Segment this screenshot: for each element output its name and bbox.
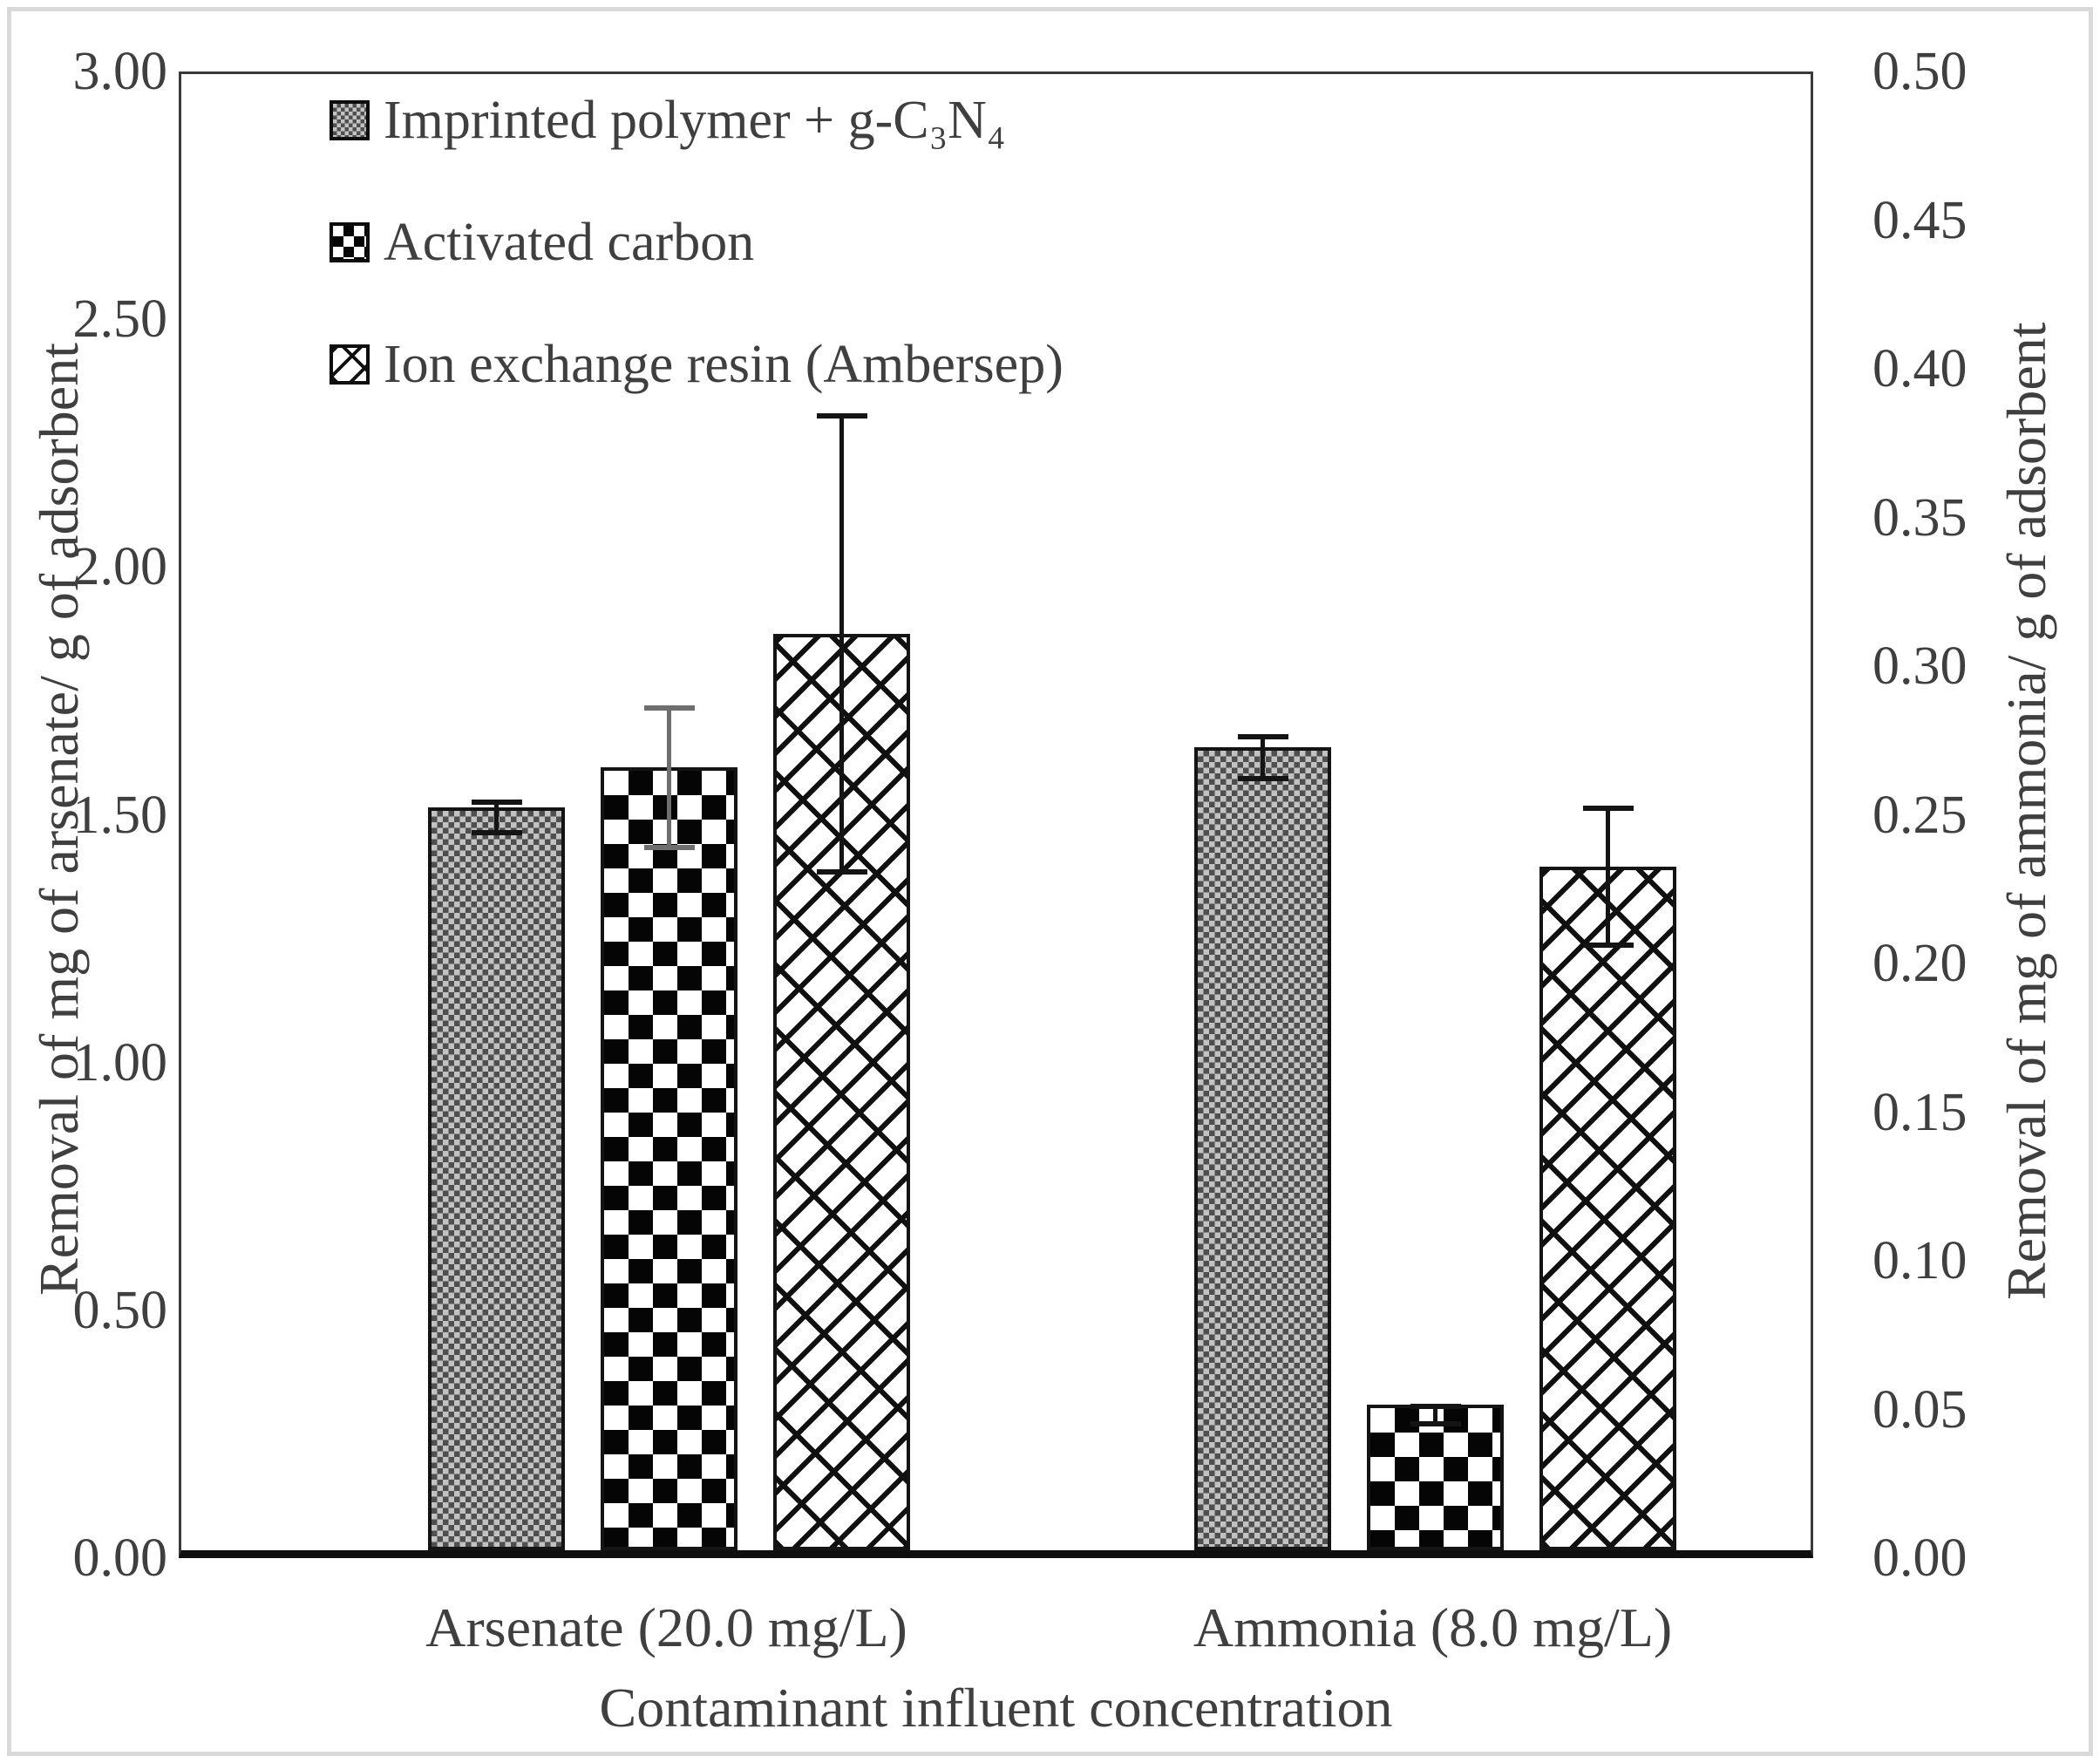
left-y-tick-label: 1.00: [72, 1032, 168, 1093]
error-bar-line: [667, 708, 671, 847]
right-y-tick-label: 0.00: [1872, 1528, 1967, 1588]
error-bar-line: [1433, 1406, 1437, 1425]
right-y-tick-label: 0.45: [1872, 190, 1967, 250]
error-bar-cap-bottom: [1237, 776, 1288, 782]
error-bar-cap-top: [1582, 806, 1634, 812]
checker-pattern-swatch-icon: [330, 222, 370, 262]
error-bar-cap-bottom: [1582, 943, 1634, 949]
left-y-tick-label: 0.50: [72, 1280, 168, 1340]
right-y-tick-label: 0.25: [1872, 785, 1967, 845]
right-y-tick-label: 0.35: [1872, 487, 1967, 548]
error-bar-line: [1606, 808, 1610, 946]
error-bar-cap-bottom: [1410, 1421, 1461, 1427]
legend-label: Ion exchange resin (Ambersep): [384, 334, 1064, 394]
right-y-tick-label: 0.15: [1872, 1082, 1967, 1142]
stipple-pattern-swatch-icon: [330, 100, 370, 140]
bar-ammonia-1: [1367, 1404, 1504, 1550]
left-y-tick-label: 2.00: [72, 537, 168, 597]
error-bar-line: [839, 416, 844, 872]
bar-arsenate-0: [428, 807, 565, 1550]
error-bar-cap-top: [1237, 734, 1288, 740]
left-y-tick-label: 1.50: [72, 785, 168, 845]
right-y-tick-label: 0.30: [1872, 636, 1967, 696]
error-bar-cap-top: [471, 800, 522, 806]
x-axis-title: Contaminant influent concentration: [599, 1677, 1393, 1739]
legend-item-activated-carbon: Activated carbon: [330, 213, 1064, 272]
error-bar-cap-bottom: [816, 869, 867, 875]
error-bar-cap-top: [643, 705, 695, 711]
diagonal-brick-pattern-swatch-icon: [330, 344, 370, 385]
right-y-tick-label: 0.10: [1872, 1231, 1967, 1290]
bar-ammonia-0: [1194, 747, 1331, 1550]
legend-item-ion-exchange-resin: Ion exchange resin (Ambersep): [330, 335, 1064, 394]
bar-ammonia-2: [1539, 866, 1676, 1550]
bar-arsenate-1: [601, 767, 737, 1550]
legend-label: Imprinted polymer + g-C₃N₄: [384, 90, 1006, 150]
right-y-tick-label: 0.20: [1872, 934, 1967, 993]
legend: Imprinted polymer + g-C₃N₄ Activated car…: [330, 91, 1064, 464]
x-category-label: Ammonia (8.0 mg/L): [1193, 1596, 1673, 1658]
right-y-tick-label: 0.40: [1872, 339, 1967, 398]
left-y-tick-label: 0.00: [72, 1528, 168, 1588]
error-bar-cap-bottom: [643, 844, 695, 850]
left-y-tick-label: 2.50: [72, 289, 168, 350]
right-y-tick-label: 0.05: [1872, 1379, 1967, 1440]
error-bar-cap-top: [1410, 1403, 1461, 1409]
error-bar-cap-bottom: [471, 829, 522, 835]
error-bar-line: [494, 802, 499, 833]
x-category-label: Arsenate (20.0 mg/L): [425, 1596, 907, 1658]
right-y-axis-title: Removal of mg of ammonia/ g of adsorbent: [1995, 322, 2057, 1300]
left-y-tick-label: 3.00: [72, 42, 168, 101]
error-bar-line: [1261, 737, 1265, 779]
error-bar-cap-top: [816, 413, 867, 419]
legend-label: Activated carbon: [384, 212, 755, 272]
legend-item-imprinted-polymer: Imprinted polymer + g-C₃N₄: [330, 91, 1064, 150]
plot-area: [179, 71, 1813, 1558]
right-y-tick-label: 0.50: [1872, 42, 1967, 101]
